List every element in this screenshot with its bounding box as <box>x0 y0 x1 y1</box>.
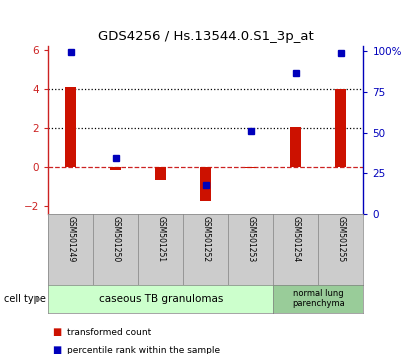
Bar <box>155 167 166 180</box>
Text: cell type: cell type <box>4 294 46 304</box>
Text: ▶: ▶ <box>34 294 42 304</box>
Text: ■: ■ <box>52 327 62 337</box>
Text: GSM501254: GSM501254 <box>291 216 300 263</box>
Text: GSM501250: GSM501250 <box>111 216 120 263</box>
Text: transformed count: transformed count <box>67 327 152 337</box>
Bar <box>335 89 346 167</box>
Text: percentile rank within the sample: percentile rank within the sample <box>67 346 220 354</box>
Text: GSM501251: GSM501251 <box>156 216 165 262</box>
Text: GSM501253: GSM501253 <box>246 216 255 263</box>
Bar <box>290 127 302 167</box>
Title: GDS4256 / Hs.13544.0.S1_3p_at: GDS4256 / Hs.13544.0.S1_3p_at <box>98 30 314 44</box>
Text: ■: ■ <box>52 346 62 354</box>
Bar <box>245 167 257 168</box>
Bar <box>200 167 211 201</box>
Text: GSM501252: GSM501252 <box>201 216 210 262</box>
Text: GSM501255: GSM501255 <box>336 216 345 263</box>
Text: GSM501249: GSM501249 <box>66 216 75 263</box>
Text: normal lung
parenchyma: normal lung parenchyma <box>292 289 345 308</box>
Bar <box>110 167 121 170</box>
Text: caseous TB granulomas: caseous TB granulomas <box>99 294 223 304</box>
Bar <box>65 87 76 167</box>
